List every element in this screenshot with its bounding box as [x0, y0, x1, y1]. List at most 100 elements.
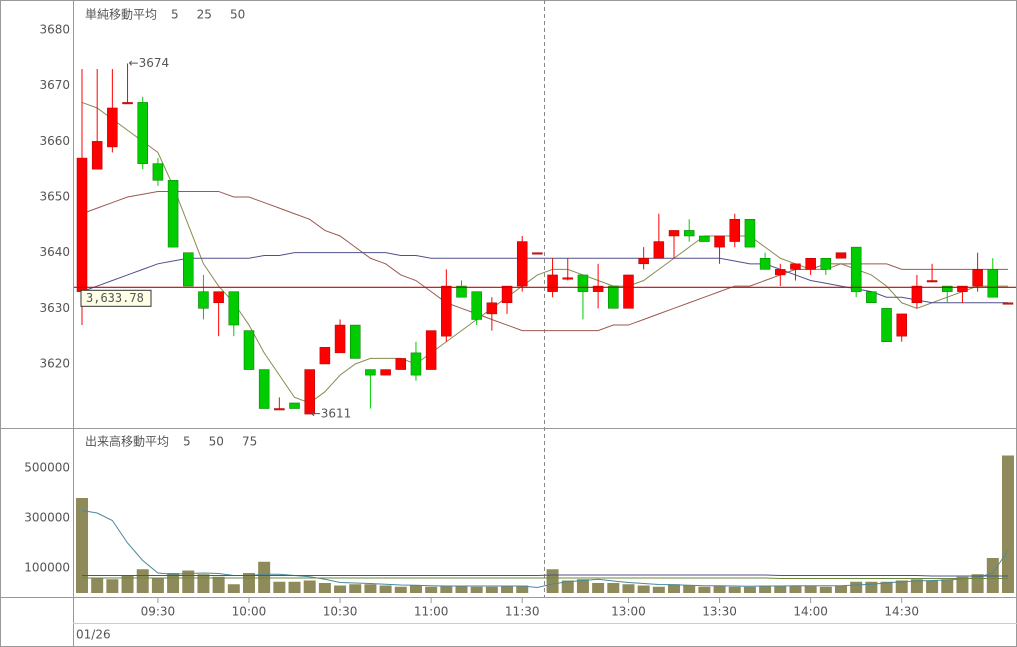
volume-bar [303, 580, 316, 593]
volume-bar [759, 585, 772, 593]
volume-bar [1001, 455, 1014, 593]
volume-bar [637, 585, 650, 593]
volume-bar [941, 579, 954, 593]
candle-body [820, 257, 832, 270]
ma-line [82, 577, 1008, 579]
y-tick-label: 3620 [39, 356, 70, 370]
volume-bar [926, 580, 939, 593]
volume-bar [835, 585, 847, 593]
y-tick-label: 3650 [39, 190, 70, 204]
volume-bar [379, 585, 392, 593]
candle-body [744, 219, 756, 248]
x-tick-label: 11:30 [505, 605, 540, 619]
volume-bar [76, 498, 88, 593]
candle-body [790, 263, 801, 270]
volume-bar [394, 586, 407, 593]
y-tick-label: 3660 [39, 134, 70, 148]
x-tick-label: 09:30 [141, 605, 176, 619]
volume-bar [789, 585, 802, 593]
candle-body [198, 291, 209, 309]
candle-body [107, 107, 118, 148]
candle-body [456, 285, 467, 298]
candle-body [608, 285, 619, 309]
candle-body [441, 285, 452, 337]
candle-body [91, 141, 103, 170]
volume-bar [698, 586, 711, 593]
legend-title: 単純移動平均 [85, 8, 157, 22]
candle-body [1002, 302, 1014, 305]
candle-body [471, 291, 482, 320]
candle-body [835, 252, 847, 259]
candle-body [349, 324, 361, 359]
candle-body [896, 313, 907, 337]
volume-bar [106, 579, 119, 593]
legend-entry: 5 [183, 435, 191, 449]
candle-body [759, 257, 771, 270]
x-tick-label: 11:00 [414, 605, 449, 619]
candle-body [258, 369, 270, 409]
candle-body [577, 274, 589, 292]
volume-bar [136, 569, 149, 593]
candle-body [380, 369, 391, 376]
candle-body [714, 235, 725, 248]
candle-body [942, 285, 953, 292]
candle-body [228, 291, 240, 326]
y-tick-label: 3670 [39, 78, 70, 92]
candle-body [729, 219, 740, 242]
candle-body [547, 274, 558, 292]
volume-bar [364, 584, 377, 593]
candle-body [911, 285, 923, 304]
candle-body [152, 163, 164, 181]
x-tick-label: 10:00 [232, 605, 267, 619]
y-tick-label: 500000 [24, 461, 70, 475]
candle-body [486, 302, 498, 315]
y-tick-label: 3680 [39, 23, 70, 37]
volume-bar [561, 580, 574, 593]
volume-bar [576, 579, 589, 593]
volume-bar [258, 561, 271, 593]
volume-bar [895, 580, 908, 593]
volume-bar [349, 584, 362, 593]
legend-entry: 75 [242, 435, 257, 449]
volume-bar [334, 585, 347, 593]
x-tick-label: 14:00 [793, 605, 828, 619]
volume-bar [652, 586, 665, 593]
extreme-annotation: ←3674 [129, 56, 170, 70]
legend-entry: 50 [230, 8, 245, 22]
volume-bar [273, 581, 286, 593]
candle-body [623, 274, 634, 309]
extreme-annotation: ←3611 [311, 407, 352, 421]
volume-bar [592, 583, 605, 593]
volume-bar [728, 586, 741, 593]
candle-body [319, 347, 331, 365]
candle-body [365, 369, 376, 376]
volume-bar [409, 585, 422, 593]
candle-body [137, 102, 148, 164]
volume-bar [212, 576, 225, 593]
candle-body [516, 241, 528, 287]
volume-bar [151, 578, 164, 593]
legend-entry: 50 [209, 435, 224, 449]
candle-body [183, 252, 194, 287]
candle-body [395, 358, 407, 370]
y-tick-label: 3640 [39, 245, 70, 259]
candle-body [122, 102, 133, 105]
volume-bar [668, 584, 681, 593]
candle-body [425, 330, 437, 370]
legend-entry: 5 [171, 8, 179, 22]
volume-bar [804, 585, 817, 593]
volume-bar [546, 569, 559, 593]
volume-bar [622, 584, 635, 593]
candle-body [805, 257, 816, 270]
y-tick-label: 3630 [39, 301, 70, 315]
volume-bar [850, 581, 863, 593]
volume-bar [470, 586, 483, 593]
last-price-box [80, 289, 152, 307]
candle-body [592, 285, 604, 292]
price-legend: 単純移動平均 5 25 50 [85, 8, 245, 22]
candle-body [668, 230, 680, 237]
volume-bar [607, 583, 620, 593]
volume-bar [91, 578, 104, 593]
volume-bar [501, 585, 514, 593]
